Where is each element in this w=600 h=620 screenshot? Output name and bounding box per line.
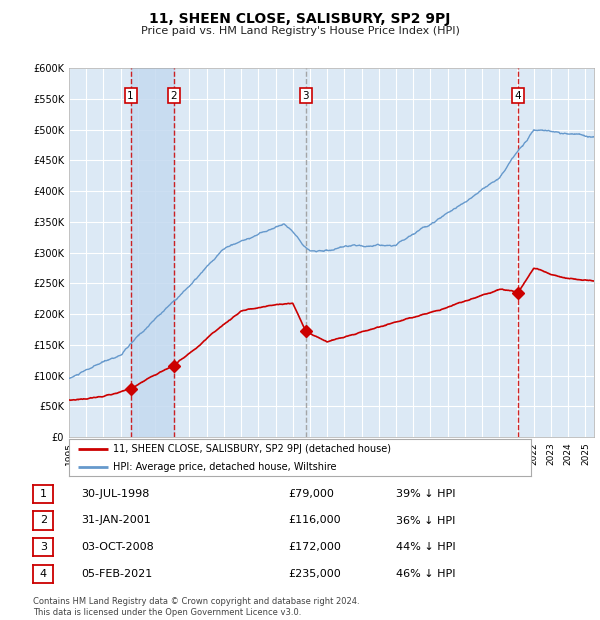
Text: 36% ↓ HPI: 36% ↓ HPI — [396, 515, 455, 526]
Text: £79,000: £79,000 — [288, 489, 334, 499]
Text: 11, SHEEN CLOSE, SALISBURY, SP2 9PJ: 11, SHEEN CLOSE, SALISBURY, SP2 9PJ — [149, 12, 451, 27]
Bar — [131, 68, 173, 437]
Text: 31-JAN-2001: 31-JAN-2001 — [81, 515, 151, 526]
Text: Price paid vs. HM Land Registry's House Price Index (HPI): Price paid vs. HM Land Registry's House … — [140, 26, 460, 36]
Text: £172,000: £172,000 — [288, 542, 341, 552]
Text: 1: 1 — [127, 91, 134, 101]
Text: 39% ↓ HPI: 39% ↓ HPI — [396, 489, 455, 499]
Text: 03-OCT-2008: 03-OCT-2008 — [81, 542, 154, 552]
Text: 4: 4 — [40, 569, 47, 579]
Text: 05-FEB-2021: 05-FEB-2021 — [81, 569, 152, 579]
Text: 46% ↓ HPI: 46% ↓ HPI — [396, 569, 455, 579]
Text: 2: 2 — [170, 91, 177, 101]
Text: Contains HM Land Registry data © Crown copyright and database right 2024.
This d: Contains HM Land Registry data © Crown c… — [33, 598, 359, 617]
Text: 1: 1 — [40, 489, 47, 499]
Text: 3: 3 — [302, 91, 309, 101]
Text: 4: 4 — [515, 91, 521, 101]
Text: £235,000: £235,000 — [288, 569, 341, 579]
Text: 3: 3 — [40, 542, 47, 552]
Text: HPI: Average price, detached house, Wiltshire: HPI: Average price, detached house, Wilt… — [113, 462, 337, 472]
Text: 11, SHEEN CLOSE, SALISBURY, SP2 9PJ (detached house): 11, SHEEN CLOSE, SALISBURY, SP2 9PJ (det… — [113, 445, 391, 454]
Text: 30-JUL-1998: 30-JUL-1998 — [81, 489, 149, 499]
Text: £116,000: £116,000 — [288, 515, 341, 526]
Text: 2: 2 — [40, 515, 47, 526]
Text: 44% ↓ HPI: 44% ↓ HPI — [396, 542, 455, 552]
